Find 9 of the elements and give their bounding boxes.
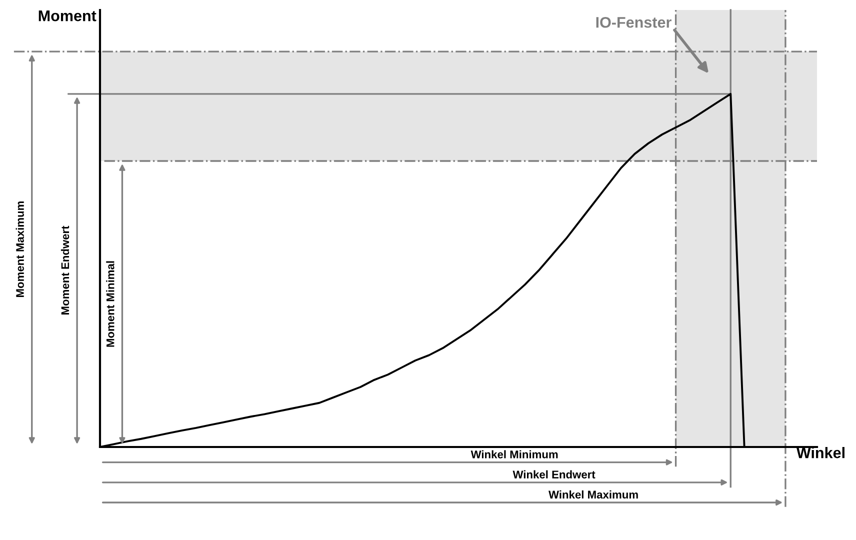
text: Moment Endwert — [60, 226, 70, 314]
text: Winkel Endwert — [512, 470, 596, 478]
y-axis-title: Moment — [38, 10, 96, 22]
text: IO-Fenster — [596, 16, 672, 28]
text: Winkel Maximum — [548, 490, 638, 499]
text: Winkel Minimum — [470, 450, 558, 458]
x-axis-title: Winkel — [796, 447, 844, 458]
annotation: Moment Minimal — [106, 261, 114, 347]
text: Moment Maximum — [16, 201, 24, 297]
